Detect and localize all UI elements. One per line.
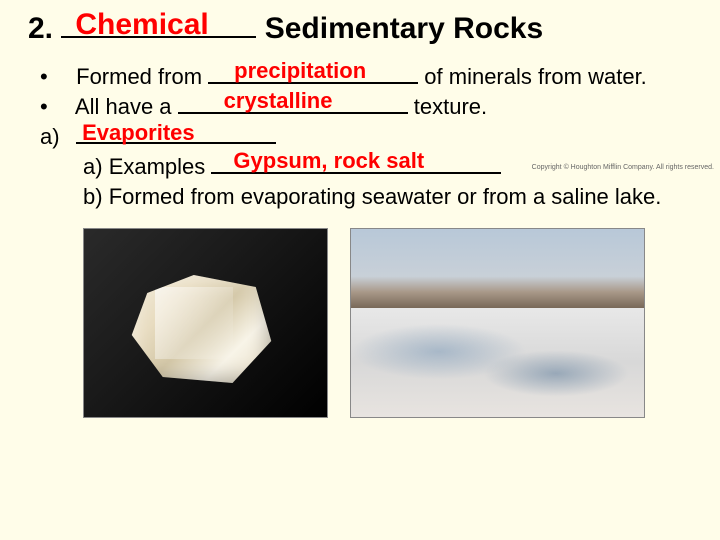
bullet-content: Evaporites [76, 124, 276, 149]
mountain-shape [351, 270, 644, 308]
bullet-blank: precipitation [208, 64, 418, 90]
bullet-2: • All have a crystalline texture. [40, 94, 692, 120]
saltflat-image [350, 228, 645, 418]
slide-title: 2. Chemical Sedimentary Rocks [28, 12, 692, 46]
bullet-3: a) Evaporites [40, 124, 692, 150]
fill-text: Gypsum, rock salt [233, 148, 424, 174]
fill-text: Evaporites [82, 120, 195, 146]
bullet-content: All have a crystalline texture. [75, 94, 487, 119]
bullet-pre: Formed from [76, 64, 208, 89]
sub-blank: Gypsum, rock salt [211, 154, 501, 180]
title-rest: Sedimentary Rocks [265, 12, 543, 45]
bullet-marker: a) [40, 124, 70, 150]
fill-text: precipitation [234, 58, 366, 84]
bullet-marker: • [40, 64, 70, 90]
bullet-marker: • [40, 94, 70, 120]
sub-bullet-b: b) Formed from evaporating seawater or f… [83, 184, 692, 210]
sub-marker: b) [83, 184, 103, 209]
bullet-blank: Evaporites [76, 124, 276, 150]
title-blank: Chemical [61, 12, 256, 46]
fill-text: crystalline [224, 88, 333, 114]
sub-marker: a) [83, 154, 103, 179]
bullet-content: Formed from precipitation of minerals fr… [76, 64, 647, 89]
title-fill: Chemical [75, 8, 208, 42]
copyright-text: Copyright © Houghton Mifflin Company. Al… [532, 164, 714, 171]
bullet-post: texture. [414, 94, 487, 119]
sub-pre: Examples [109, 154, 212, 179]
title-number: 2. [28, 12, 53, 45]
bullet-pre: All have a [75, 94, 178, 119]
bullet-post: of minerals from water. [424, 64, 647, 89]
gypsum-image [83, 228, 328, 418]
sub-text: Formed from evaporating seawater or from… [109, 184, 662, 209]
bullet-blank: crystalline [178, 94, 408, 120]
images-row [83, 228, 692, 418]
crystal-shape [124, 269, 279, 389]
bullet-1: • Formed from precipitation of minerals … [40, 64, 692, 90]
